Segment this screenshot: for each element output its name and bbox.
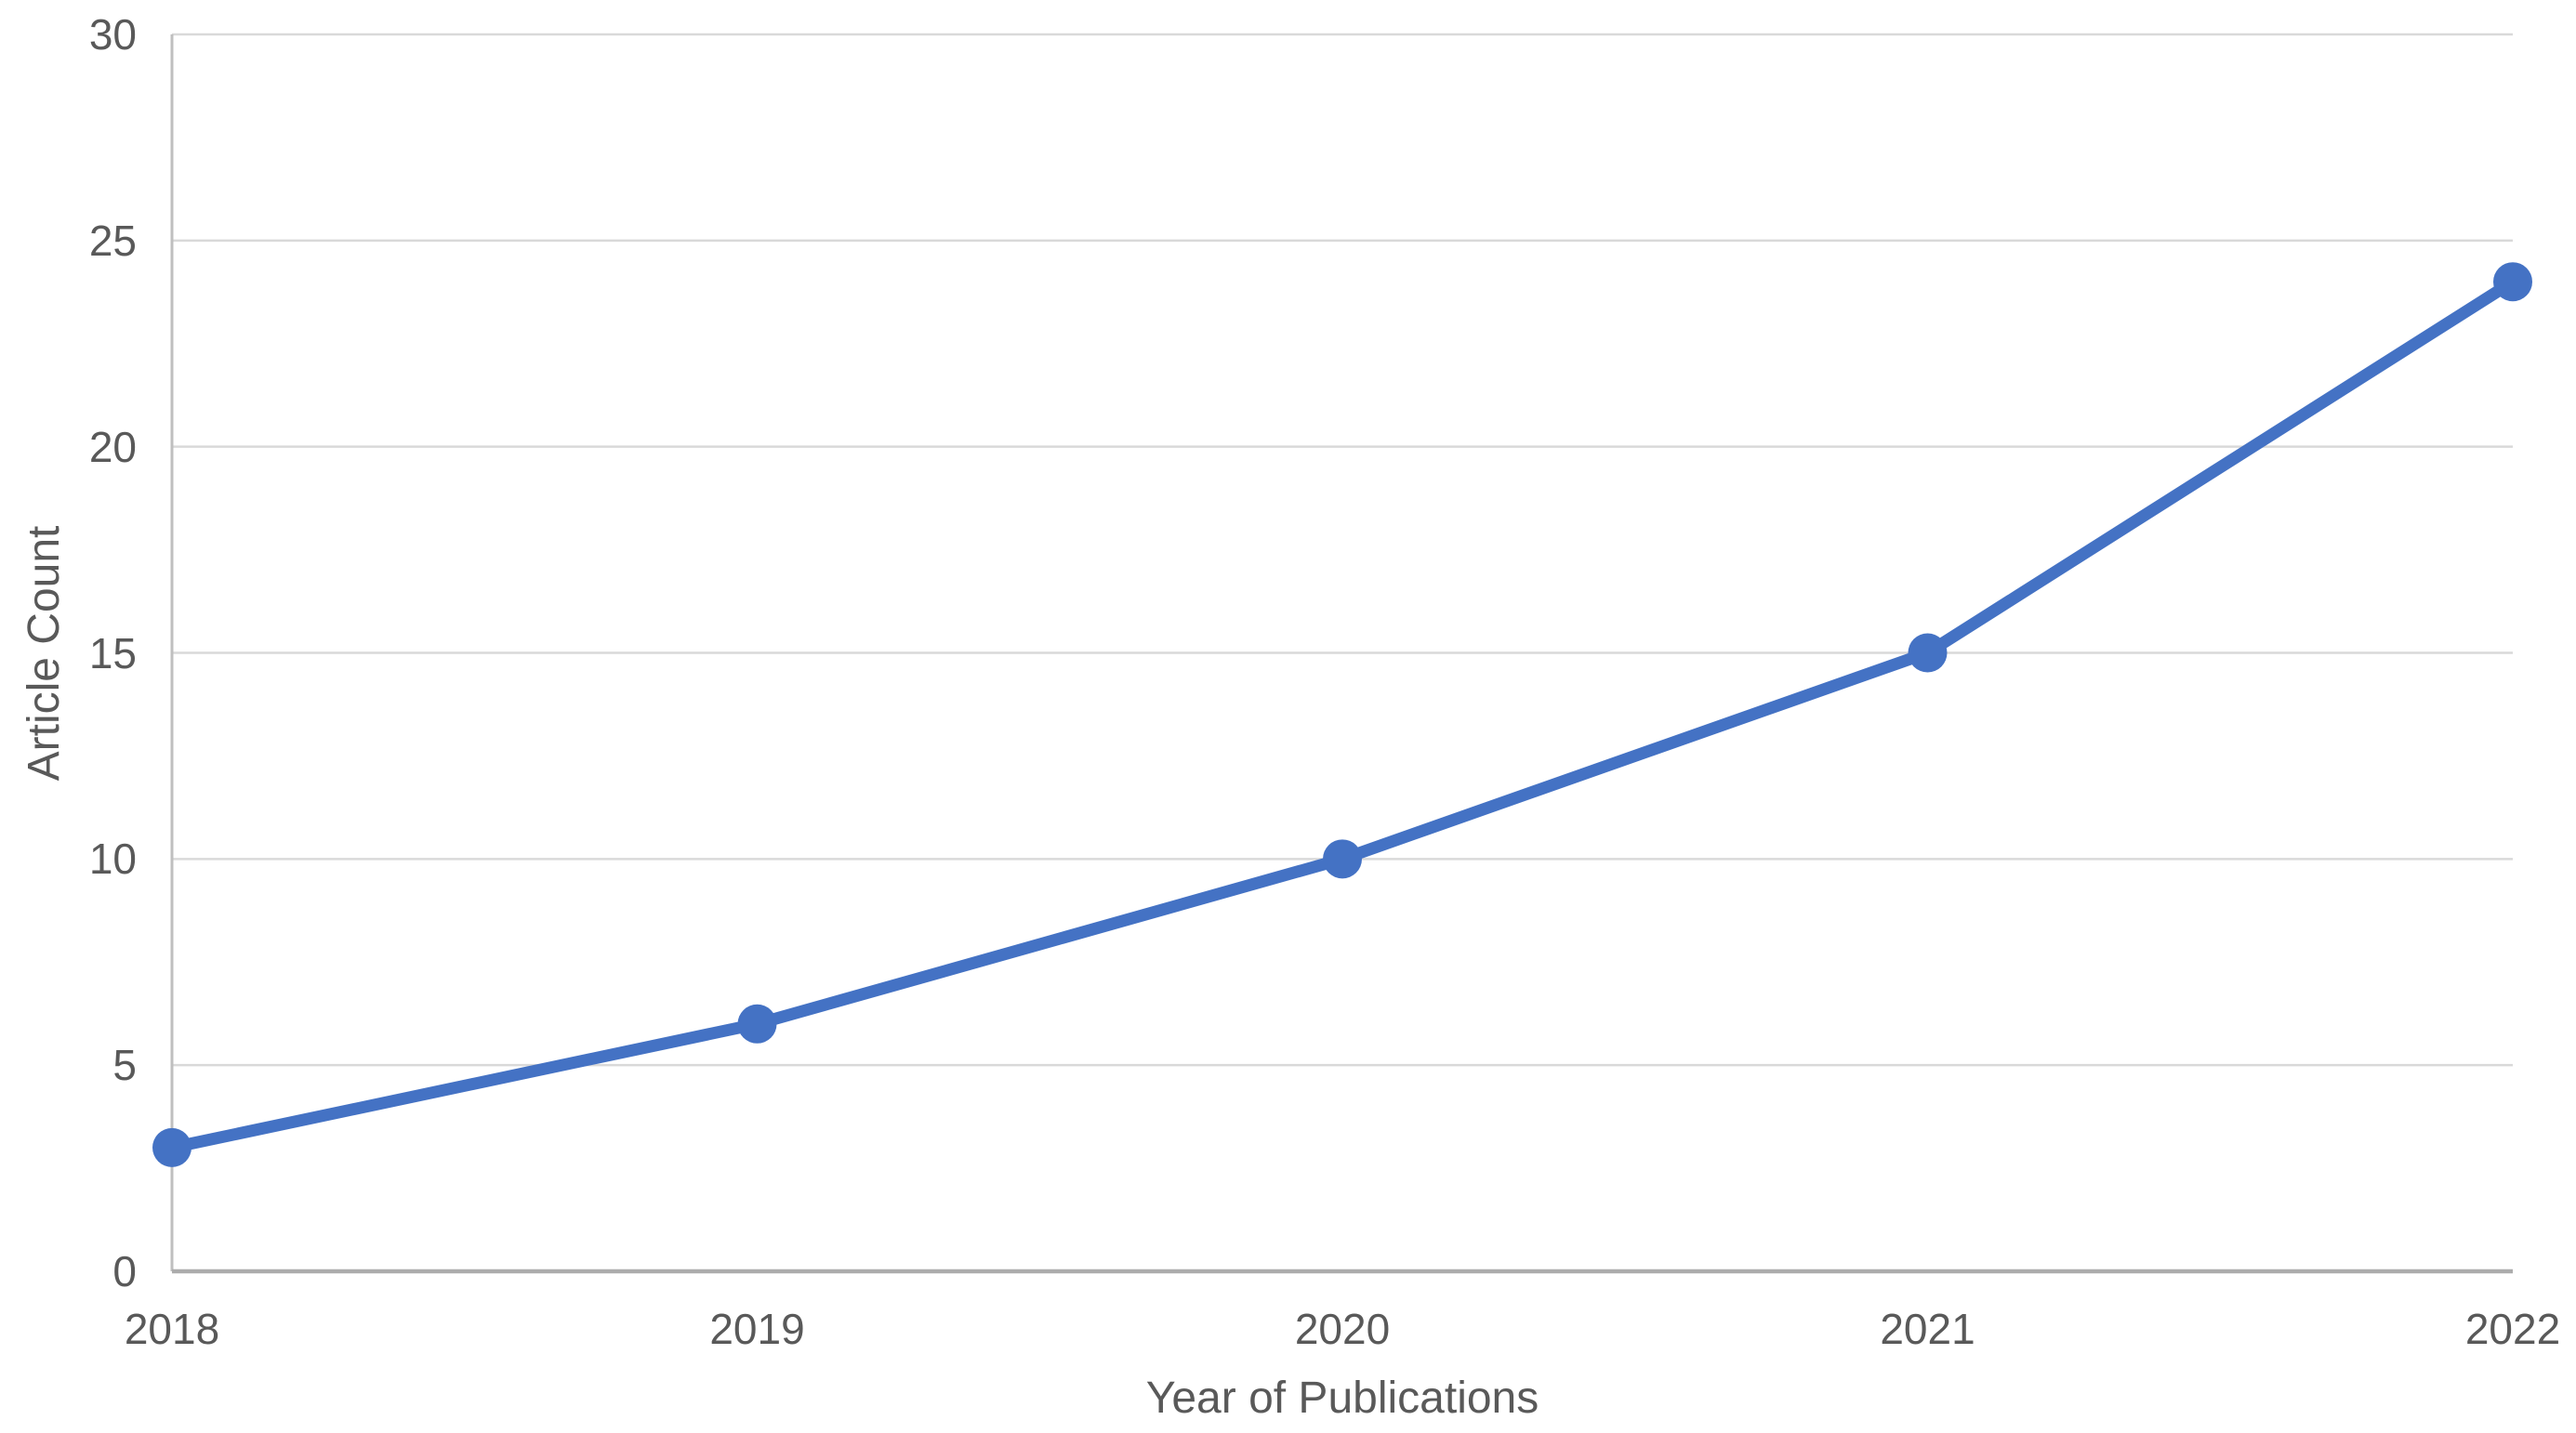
data-point-marker-2019	[737, 1004, 777, 1044]
y-axis-title: Article Count	[20, 525, 69, 781]
x-tick-label-2018: 2018	[124, 1305, 220, 1353]
series-line-article-count	[165, 275, 2519, 1154]
data-point-marker-2020	[1323, 839, 1362, 879]
x-tick-label-2020: 2020	[1294, 1305, 1391, 1353]
y-tick-label-30: 30	[88, 10, 137, 59]
y-tick-label-25: 25	[88, 216, 137, 265]
y-tick-label-0: 0	[112, 1247, 137, 1295]
y-tick-label-5: 5	[112, 1041, 137, 1090]
data-point-marker-2018	[152, 1127, 192, 1167]
data-point-marker-2022	[2493, 262, 2532, 302]
x-tick-label-2019: 2019	[709, 1305, 805, 1353]
data-point-marker-2021	[1908, 633, 1948, 673]
x-axis-title: Year of Publications	[1145, 1374, 1539, 1423]
y-tick-label-10: 10	[88, 835, 137, 884]
y-tick-label-15: 15	[88, 628, 137, 677]
y-tick-label-20: 20	[88, 422, 137, 471]
x-tick-label-2021: 2021	[1880, 1305, 1975, 1353]
x-tick-label-2022: 2022	[2464, 1305, 2561, 1353]
